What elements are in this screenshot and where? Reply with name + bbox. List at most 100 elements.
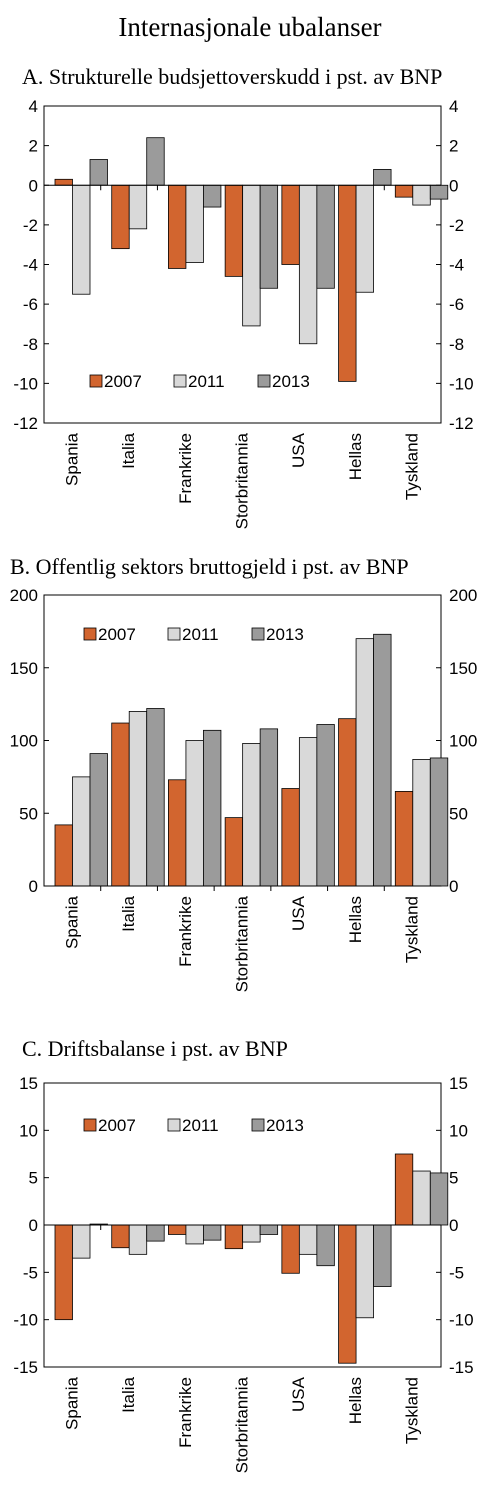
legend-label-2013: 2013 xyxy=(266,1116,304,1135)
bar-2013-italia xyxy=(146,708,165,887)
panel-c-title: C. Driftsbalanse i pst. av BNP xyxy=(22,1036,288,1061)
bar-2007-frankrike xyxy=(168,1224,187,1235)
bar-2011-usa xyxy=(298,737,318,887)
y-tick-label-left: -10 xyxy=(13,1311,38,1330)
bar-2013-italia xyxy=(146,1224,165,1242)
bar-2011-italia xyxy=(128,184,148,230)
bar-2007-usa xyxy=(281,788,300,887)
bar-2007-tyskland xyxy=(394,1153,414,1226)
panel-b: B. Offentlig sektors bruttogjeld i pst. … xyxy=(10,554,478,992)
bar-2011-frankrike xyxy=(185,740,204,887)
bar-2007-spania xyxy=(54,1224,73,1321)
category-label: Hellas xyxy=(346,433,365,480)
bar-2011-spania xyxy=(72,776,91,887)
legend-label-2013: 2013 xyxy=(266,625,304,644)
legend-swatch-2007 xyxy=(83,1118,97,1132)
bar-2011-tyskland xyxy=(412,759,431,887)
y-tick-label-left: 100 xyxy=(10,732,38,751)
y-tick-label-left: 4 xyxy=(29,97,38,116)
legend-label-2011: 2011 xyxy=(182,1116,219,1135)
panel-b-title: B. Offentlig sektors bruttogjeld i pst. … xyxy=(10,554,409,579)
y-tick-label-left: 150 xyxy=(10,659,38,678)
figure-title: Internasjonale ubalanser xyxy=(118,12,381,42)
bar-2011-storbritannia xyxy=(242,184,261,327)
y-tick-label-left: 200 xyxy=(10,586,38,605)
y-tick-label-right: -10 xyxy=(449,1311,474,1330)
bar-2007-storbritannia xyxy=(224,817,244,887)
y-tick-label-left: -15 xyxy=(13,1358,38,1377)
bar-2011-frankrike xyxy=(185,1224,204,1245)
legend-label-2011: 2011 xyxy=(182,625,219,644)
category-label: Storbritannia xyxy=(233,1376,252,1473)
y-tick-label-left: 15 xyxy=(19,1074,38,1093)
bar-2011-storbritannia xyxy=(242,1224,261,1243)
y-tick-label-right: 5 xyxy=(449,1169,458,1188)
y-tick-label-right: -10 xyxy=(449,374,474,393)
bar-2011-spania xyxy=(72,1224,91,1259)
category-label: Spania xyxy=(62,895,81,948)
legend-swatch-2013 xyxy=(251,627,265,641)
bar-2013-italia xyxy=(146,137,165,186)
legend-label-2013: 2013 xyxy=(272,372,310,391)
y-tick-label-right: -2 xyxy=(449,216,464,235)
legend-swatch-2011 xyxy=(173,374,187,388)
y-tick-label-right: 4 xyxy=(449,97,458,116)
bar-2013-hellas xyxy=(373,1224,392,1287)
bar-2007-storbritannia xyxy=(224,1224,244,1250)
bar-2011-usa xyxy=(298,184,318,345)
bar-2007-tyskland xyxy=(394,791,414,887)
y-tick-label-left: -12 xyxy=(13,414,38,433)
bar-2013-spania xyxy=(89,753,108,887)
bar-2013-usa xyxy=(316,1224,335,1267)
category-label: Italia xyxy=(119,1376,138,1412)
category-label: Italia xyxy=(119,432,138,468)
bar-2007-usa xyxy=(281,1224,300,1274)
bar-2007-italia xyxy=(111,184,130,250)
legend-label-2007: 2007 xyxy=(98,625,136,644)
bar-2011-hellas xyxy=(355,1224,374,1319)
bar-2007-italia xyxy=(111,1224,130,1249)
bar-2007-hellas xyxy=(338,184,357,382)
bar-2013-hellas xyxy=(373,168,392,186)
category-label: Tyskland xyxy=(403,1377,422,1444)
y-tick-label-right: -4 xyxy=(449,256,464,275)
bar-2007-hellas xyxy=(338,1224,357,1364)
bar-2013-tyskland xyxy=(429,184,449,200)
bar-2011-hellas xyxy=(355,184,374,293)
category-label: Tyskland xyxy=(403,896,422,963)
y-tick-label-left: -6 xyxy=(23,295,38,314)
legend-swatch-2007 xyxy=(89,374,103,388)
y-tick-label-left: 5 xyxy=(29,1169,38,1188)
legend-swatch-2013 xyxy=(257,374,271,388)
bar-2013-frankrike xyxy=(203,729,222,887)
legend-label-2011: 2011 xyxy=(188,372,225,391)
y-tick-label-left: 10 xyxy=(19,1121,38,1140)
bar-2007-spania xyxy=(54,178,73,186)
panel-c: C. Driftsbalanse i pst. av BNP 15 15 10 10 5… xyxy=(13,1036,473,1473)
bar-2011-tyskland xyxy=(412,1170,431,1226)
bar-2007-hellas xyxy=(338,718,357,887)
y-tick-label-left: -2 xyxy=(23,216,38,235)
category-label: USA xyxy=(289,1376,308,1412)
panel-a: A. Strukturelle budsjettoverskudd i pst.… xyxy=(13,64,473,529)
category-label: Hellas xyxy=(346,896,365,943)
bar-2007-usa xyxy=(281,184,300,265)
y-tick-label-right: 200 xyxy=(449,586,477,605)
y-tick-label-right: 10 xyxy=(449,1121,468,1140)
legend-swatch-2013 xyxy=(251,1118,265,1132)
y-tick-label-right: -6 xyxy=(449,295,464,314)
category-label: USA xyxy=(289,895,308,931)
legend-swatch-2007 xyxy=(83,627,97,641)
y-tick-label-left: -8 xyxy=(23,335,38,354)
bar-2011-tyskland xyxy=(412,184,431,206)
category-label: Frankrike xyxy=(176,433,195,504)
y-tick-label-left: -4 xyxy=(23,256,38,275)
y-tick-label-left: -5 xyxy=(23,1263,38,1282)
bar-2013-hellas xyxy=(373,633,392,887)
y-tick-label-left: -10 xyxy=(13,374,38,393)
legend-label-2007: 2007 xyxy=(104,372,142,391)
bar-2011-italia xyxy=(128,1224,148,1255)
bar-2013-tyskland xyxy=(429,1172,449,1226)
bar-2013-frankrike xyxy=(203,184,222,208)
category-label: Italia xyxy=(119,895,138,931)
